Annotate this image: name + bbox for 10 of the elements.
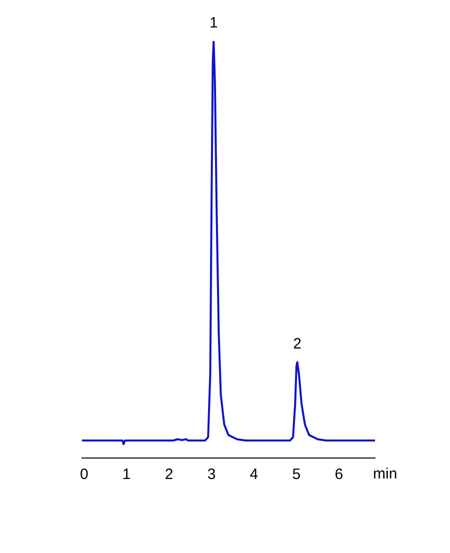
x-tick-label: 1: [122, 466, 131, 484]
x-tick-label: 5: [292, 466, 301, 484]
x-tick-label: 2: [164, 466, 174, 484]
x-tick-label: 3: [207, 466, 216, 484]
x-axis-title: min: [373, 466, 398, 483]
annotation: 1: [209, 14, 218, 32]
annotation: 2: [293, 336, 302, 353]
x-tick-label: 4: [250, 466, 258, 484]
x-tick-label: 6: [334, 466, 344, 484]
x-tick-label: 0: [80, 466, 88, 484]
